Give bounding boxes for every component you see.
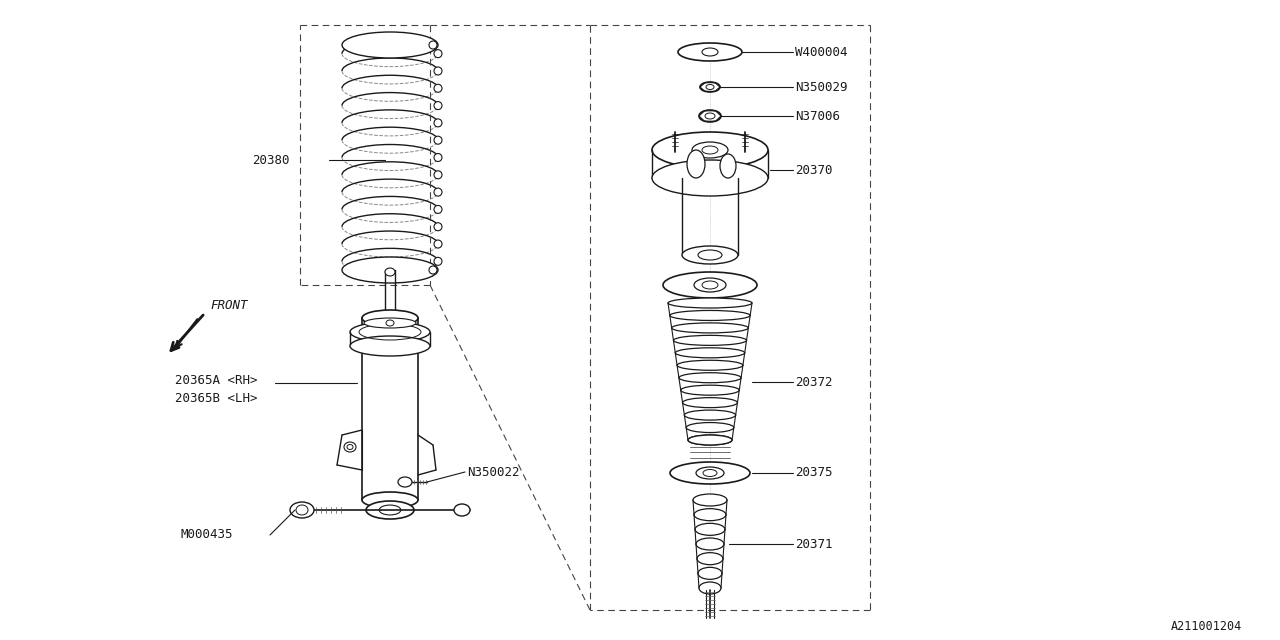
Ellipse shape bbox=[695, 524, 724, 535]
Ellipse shape bbox=[668, 298, 753, 308]
Ellipse shape bbox=[434, 223, 442, 231]
Ellipse shape bbox=[699, 110, 721, 122]
Ellipse shape bbox=[692, 142, 728, 158]
Ellipse shape bbox=[398, 477, 412, 487]
Ellipse shape bbox=[687, 150, 705, 178]
Ellipse shape bbox=[454, 504, 470, 516]
Ellipse shape bbox=[652, 160, 768, 196]
Text: 20365A <RH>
20365B <LH>: 20365A <RH> 20365B <LH> bbox=[175, 374, 257, 406]
Ellipse shape bbox=[385, 268, 396, 276]
Ellipse shape bbox=[678, 372, 741, 383]
Ellipse shape bbox=[685, 410, 736, 420]
Text: 20372: 20372 bbox=[795, 376, 832, 388]
Ellipse shape bbox=[689, 435, 732, 445]
Ellipse shape bbox=[700, 82, 721, 92]
Ellipse shape bbox=[694, 509, 726, 521]
Ellipse shape bbox=[366, 501, 413, 519]
Text: FRONT: FRONT bbox=[210, 298, 247, 312]
Ellipse shape bbox=[291, 502, 314, 518]
Ellipse shape bbox=[434, 188, 442, 196]
Ellipse shape bbox=[434, 84, 442, 92]
Text: 20370: 20370 bbox=[795, 163, 832, 177]
Ellipse shape bbox=[699, 582, 721, 594]
Ellipse shape bbox=[663, 272, 756, 298]
Ellipse shape bbox=[434, 240, 442, 248]
Ellipse shape bbox=[696, 538, 724, 550]
Ellipse shape bbox=[434, 102, 442, 109]
Bar bbox=[362, 318, 419, 500]
Ellipse shape bbox=[692, 494, 727, 506]
Ellipse shape bbox=[434, 136, 442, 144]
Ellipse shape bbox=[434, 154, 442, 161]
Text: 20371: 20371 bbox=[795, 538, 832, 550]
Ellipse shape bbox=[342, 257, 438, 283]
Ellipse shape bbox=[682, 246, 739, 264]
Ellipse shape bbox=[696, 467, 724, 479]
Ellipse shape bbox=[686, 422, 733, 433]
Ellipse shape bbox=[434, 50, 442, 58]
Text: 20380: 20380 bbox=[252, 154, 289, 166]
Ellipse shape bbox=[698, 553, 723, 564]
Ellipse shape bbox=[434, 67, 442, 75]
Ellipse shape bbox=[434, 257, 442, 266]
Text: A211001204: A211001204 bbox=[1171, 621, 1242, 634]
Ellipse shape bbox=[721, 154, 736, 178]
Text: M000435: M000435 bbox=[180, 529, 233, 541]
Ellipse shape bbox=[434, 205, 442, 213]
Text: N350022: N350022 bbox=[467, 465, 520, 479]
Text: W400004: W400004 bbox=[795, 45, 847, 58]
Ellipse shape bbox=[681, 385, 740, 395]
Ellipse shape bbox=[698, 567, 722, 579]
Ellipse shape bbox=[694, 278, 726, 292]
Ellipse shape bbox=[342, 32, 438, 58]
Ellipse shape bbox=[434, 171, 442, 179]
Ellipse shape bbox=[429, 266, 436, 274]
Ellipse shape bbox=[429, 41, 436, 49]
Ellipse shape bbox=[362, 492, 419, 508]
Ellipse shape bbox=[673, 335, 746, 346]
Ellipse shape bbox=[676, 348, 745, 358]
Ellipse shape bbox=[652, 132, 768, 168]
Ellipse shape bbox=[349, 322, 430, 342]
Ellipse shape bbox=[344, 442, 356, 452]
Ellipse shape bbox=[678, 43, 742, 61]
Text: N37006: N37006 bbox=[795, 109, 840, 122]
Ellipse shape bbox=[434, 119, 442, 127]
Ellipse shape bbox=[364, 318, 416, 328]
Ellipse shape bbox=[669, 462, 750, 484]
Ellipse shape bbox=[682, 397, 737, 408]
Text: 20375: 20375 bbox=[795, 467, 832, 479]
Ellipse shape bbox=[669, 310, 750, 321]
Ellipse shape bbox=[689, 435, 732, 445]
Ellipse shape bbox=[349, 336, 430, 356]
Text: N350029: N350029 bbox=[795, 81, 847, 93]
Ellipse shape bbox=[672, 323, 749, 333]
Ellipse shape bbox=[362, 310, 419, 326]
Ellipse shape bbox=[677, 360, 742, 371]
